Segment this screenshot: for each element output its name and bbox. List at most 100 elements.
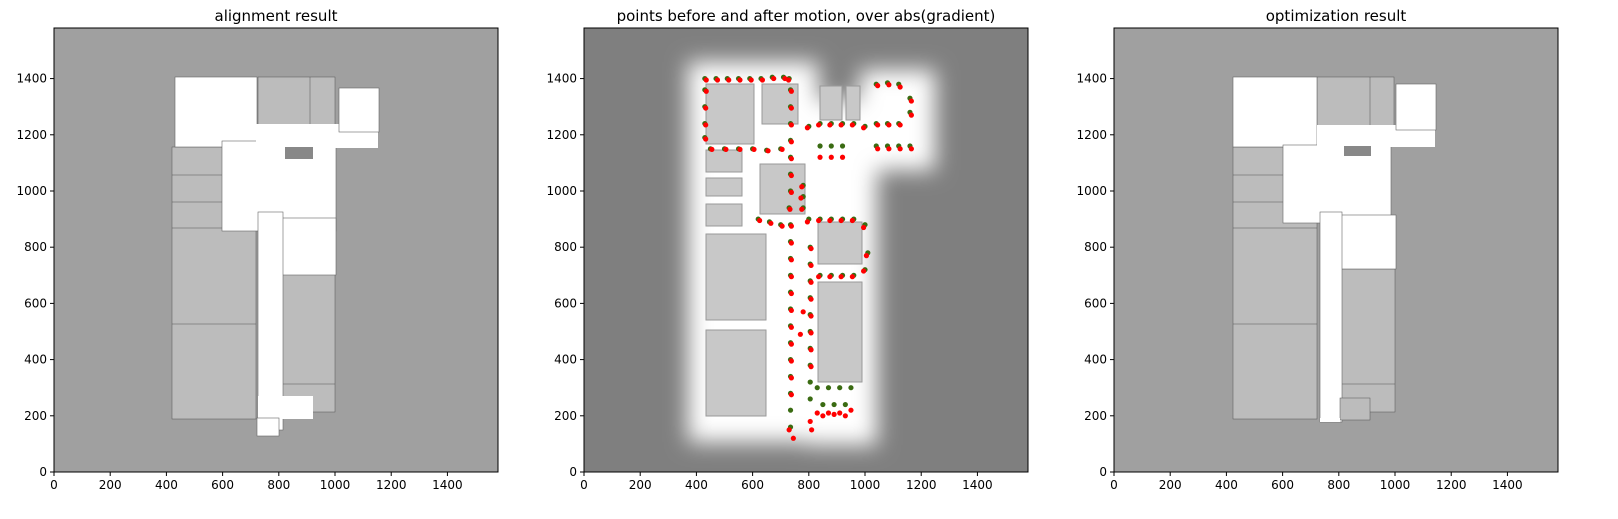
scatter-point — [703, 105, 709, 111]
x-tick-label: 800 — [1327, 478, 1350, 492]
scatter-point — [828, 143, 834, 149]
x-tick-label: 400 — [155, 478, 178, 492]
scatter-point — [786, 427, 792, 433]
scatter-point — [808, 245, 814, 252]
scatter-point — [828, 154, 834, 160]
scatter-point — [842, 401, 848, 408]
scatter-point — [817, 154, 823, 160]
y-tick-label: 400 — [554, 353, 577, 367]
x-tick-label: 1200 — [1436, 478, 1467, 492]
scatter-point — [788, 341, 794, 347]
y-tick-label: 800 — [24, 240, 47, 254]
scatter-point — [808, 296, 814, 302]
panel-alignment: alignment result — [53, 7, 499, 473]
y-tick-label: 1400 — [1076, 72, 1107, 86]
y-tick-label: 1000 — [546, 184, 577, 198]
scatter-point — [751, 146, 757, 152]
scatter-point — [837, 410, 843, 416]
scatter-point — [723, 146, 729, 152]
x-tick-label: 0 — [580, 478, 588, 492]
scatter-point — [788, 375, 794, 381]
layout-lower-block — [280, 273, 336, 413]
y-tick-label: 1400 — [546, 72, 577, 86]
scatter-point — [849, 274, 855, 280]
y-tick-label: 400 — [24, 353, 47, 367]
scatter-point — [804, 219, 811, 225]
scatter-point — [703, 136, 709, 142]
x-tick-label: 1400 — [962, 478, 993, 492]
y-tick-label: 1200 — [546, 128, 577, 142]
scatter-point — [807, 418, 813, 425]
layout-lower-block-3 — [1340, 268, 1396, 413]
scatter-point — [703, 77, 709, 83]
scatter-point — [816, 274, 822, 280]
x-tick-label: 1400 — [432, 478, 463, 492]
scatter-point — [800, 309, 806, 315]
x-tick-label: 1000 — [850, 478, 881, 492]
scatter-point — [798, 195, 804, 201]
scatter-point — [839, 154, 846, 160]
y-tick-label: 200 — [1084, 409, 1107, 423]
y-tick-label: 0 — [39, 465, 47, 479]
axes-layer: 0 200 400 600 800 1000 1200 1400 0 200 400 600 800 10… — [16, 72, 1522, 492]
scatter-point — [897, 84, 903, 90]
scatter-point — [785, 77, 792, 83]
y-tick-label: 600 — [24, 296, 47, 310]
scatter-point — [838, 274, 844, 280]
scatter-point — [808, 313, 814, 319]
scatter-point — [788, 307, 794, 314]
scatter-point — [808, 330, 814, 336]
scatter-point — [768, 220, 774, 226]
scatter-point — [837, 385, 843, 391]
scatter-point — [809, 427, 815, 433]
scatter-point — [875, 122, 881, 128]
scatter-point — [788, 172, 794, 179]
scatter-point — [820, 401, 826, 408]
scatter-point — [886, 146, 892, 152]
scatter-point — [848, 407, 854, 413]
x-tick-label: 600 — [741, 478, 764, 492]
x-tick-label: 400 — [685, 478, 708, 492]
scatter-point — [797, 331, 803, 337]
layout-top-block-3 — [1316, 76, 1395, 131]
y-tick-label: 400 — [1084, 353, 1107, 367]
scatter-point — [908, 98, 914, 104]
scatter-point — [908, 146, 914, 152]
x-tick-label: 800 — [267, 478, 290, 492]
scatter-point — [814, 410, 820, 416]
scatter-point — [787, 407, 794, 413]
panel-points: points before and after motion, over abs… — [583, 7, 1029, 473]
x-tick-label: 1200 — [376, 478, 407, 492]
scatter-point — [849, 122, 855, 128]
y-tick-label: 0 — [569, 465, 577, 479]
scatter-point — [788, 290, 794, 297]
scatter-point — [808, 347, 814, 353]
scatter-point — [848, 385, 854, 391]
scatter-point — [788, 122, 794, 128]
scatter-point — [842, 413, 848, 419]
y-tick-label: 1000 — [16, 184, 47, 198]
panel-title-3: optimization result — [1266, 7, 1407, 25]
scatter-point — [790, 435, 796, 441]
scatter-point — [788, 88, 794, 94]
scatter-point — [897, 146, 903, 152]
scatter-point — [788, 139, 794, 145]
scatter-point — [827, 217, 833, 224]
x-tick-label: 1000 — [1380, 478, 1411, 492]
scatter-point — [788, 240, 794, 246]
panel-optimization: optimization result — [1113, 7, 1559, 473]
scatter-point — [709, 146, 715, 152]
map-image-1 — [54, 28, 498, 472]
scatter-point — [748, 77, 754, 83]
y-tick-label: 1200 — [16, 128, 47, 142]
x-tick-label: 600 — [211, 478, 234, 492]
y-tick-label: 1200 — [1076, 128, 1107, 142]
scatter-point — [831, 401, 837, 408]
x-tick-label: 800 — [797, 478, 820, 492]
scatter-point — [737, 146, 743, 152]
scatter-point — [825, 410, 832, 416]
scatter-point — [765, 148, 771, 154]
scatter-point — [875, 83, 881, 89]
scatter-point — [861, 125, 867, 131]
scatter-point — [726, 77, 732, 83]
